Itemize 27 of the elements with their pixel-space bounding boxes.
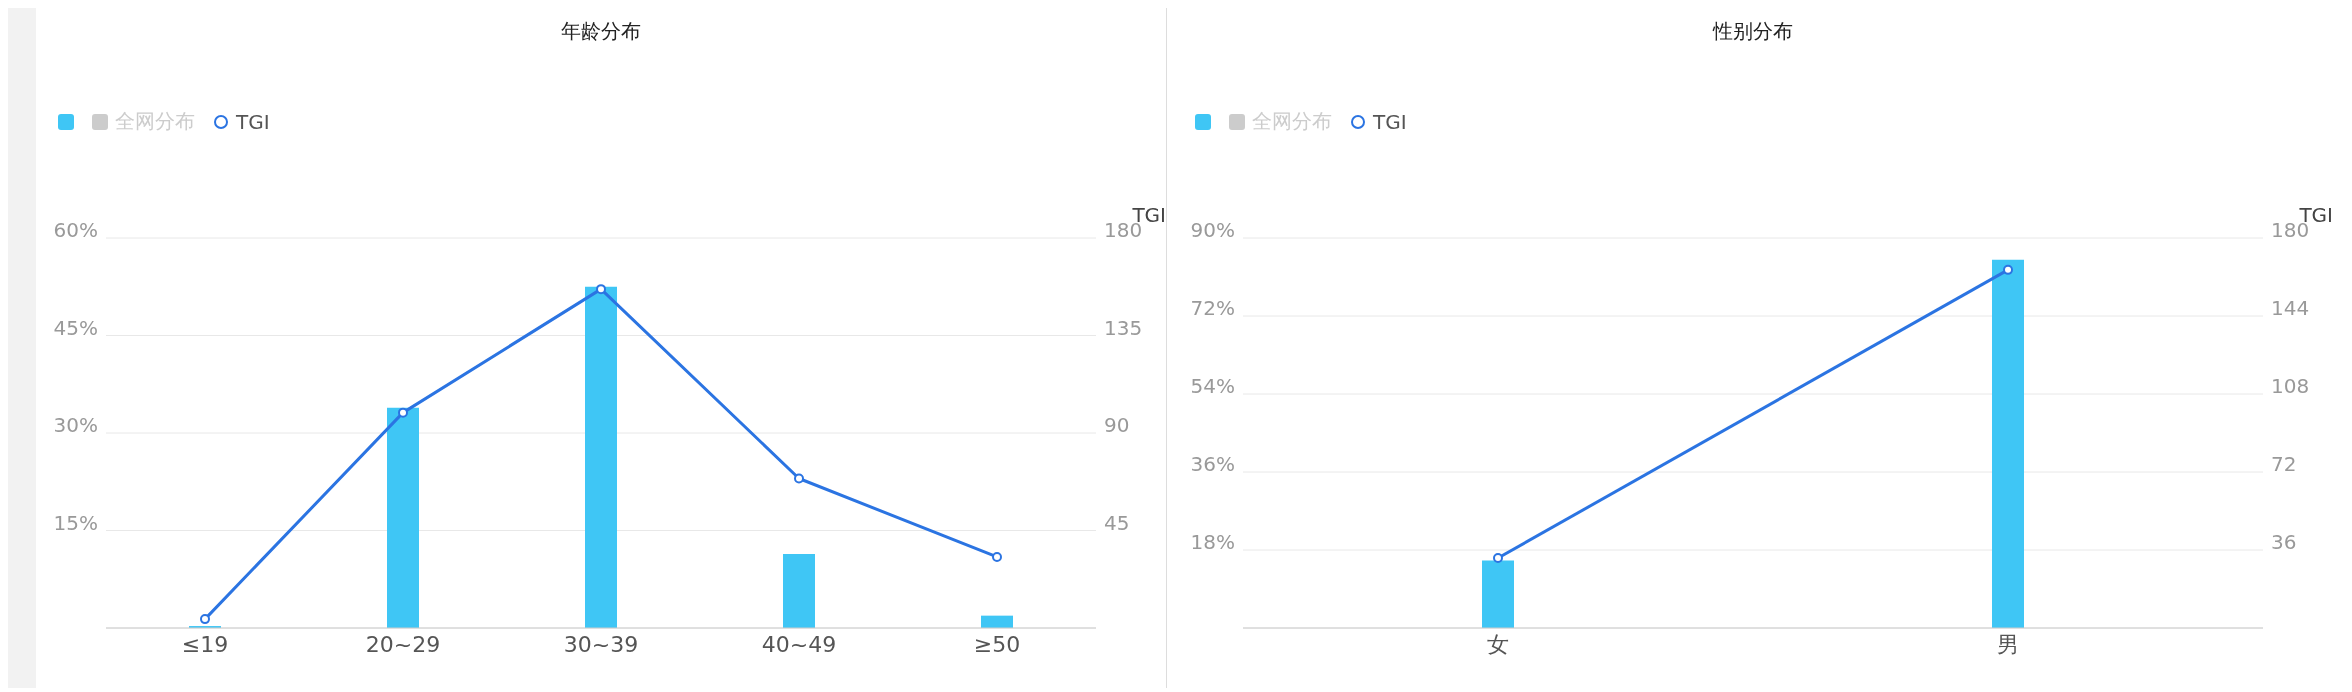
- y-tick-label: 15%: [53, 510, 98, 535]
- y-tick-label: 18%: [1190, 530, 1235, 555]
- x-tick-label: 女: [1487, 631, 1509, 657]
- y2-tick-label: 72: [2271, 452, 2297, 477]
- y-tick-label: 90%: [1190, 218, 1235, 243]
- y-tick-label: 30%: [53, 413, 98, 438]
- y-tick-label: 60%: [53, 218, 98, 243]
- y2-tick-label: 90: [1104, 413, 1130, 438]
- x-tick-label: 男: [1997, 631, 2019, 657]
- x-tick-label: 30~39: [563, 631, 639, 657]
- y-tick-label: 54%: [1190, 374, 1235, 399]
- y-tick-label: 72%: [1190, 296, 1235, 321]
- x-tick-label: 20~29: [365, 631, 441, 657]
- chart-title: 年龄分布: [560, 18, 642, 45]
- y-tick-label: 45%: [53, 315, 98, 340]
- legend-label: TGI: [236, 109, 270, 134]
- x-tick-label: ≤19: [181, 631, 229, 657]
- y-tick-label: 36%: [1190, 452, 1235, 477]
- legend-label: TGI: [1373, 109, 1407, 134]
- x-tick-label: 40~49: [761, 631, 837, 657]
- y2-tick-label: 45: [1104, 510, 1130, 535]
- y2-tick-label: 135: [1104, 315, 1143, 340]
- chart-title: 性别分布: [1711, 18, 1794, 45]
- y2-tick-label: 108: [2271, 374, 2310, 399]
- y2-tick-label: 144: [2271, 296, 2310, 321]
- x-tick-label: ≥50: [973, 631, 1021, 657]
- y2-tick-label: 36: [2271, 530, 2297, 555]
